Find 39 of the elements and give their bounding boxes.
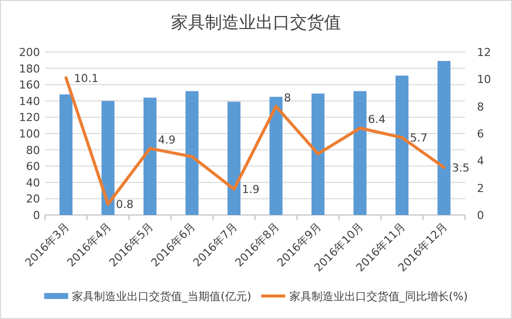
bar bbox=[312, 94, 324, 215]
legend-label: 家具制造业出口交货值_当期值(亿元) bbox=[72, 290, 252, 303]
y-tick-label: 0 bbox=[33, 209, 40, 222]
y-tick-label: 100 bbox=[19, 128, 40, 140]
y-tick-label: 80 bbox=[26, 144, 40, 157]
bar bbox=[396, 76, 408, 215]
y2-tick-label: 2 bbox=[477, 182, 484, 195]
y-tick-label: 180 bbox=[19, 62, 40, 76]
y2-tick-label: 10 bbox=[477, 73, 491, 86]
y-tick-label: 120 bbox=[19, 111, 40, 124]
bar bbox=[270, 96, 282, 215]
bar bbox=[438, 60, 450, 215]
bar bbox=[60, 94, 72, 215]
bar bbox=[144, 98, 156, 215]
data-label: 4.9 bbox=[158, 133, 176, 146]
data-label: 3.5 bbox=[452, 161, 470, 174]
data-label: 0.8 bbox=[116, 198, 134, 212]
data-label: 1.9 bbox=[242, 183, 260, 196]
data-label: 10.1 bbox=[74, 72, 98, 85]
data-label: 8 bbox=[284, 91, 291, 104]
y-tick-label: 140 bbox=[19, 94, 40, 108]
legend-label: 家具制造业出口交货值_同比增长(%) bbox=[289, 290, 468, 303]
bar bbox=[102, 100, 114, 215]
y2-tick-label: 12 bbox=[477, 46, 491, 59]
bar bbox=[186, 91, 198, 215]
y-tick-label: 20 bbox=[26, 192, 40, 206]
bar bbox=[228, 102, 240, 215]
y2-tick-label: 4 bbox=[477, 154, 484, 168]
y-tick-label: 160 bbox=[19, 78, 40, 92]
data-label: 5.7 bbox=[410, 132, 428, 145]
y-tick-label: 40 bbox=[26, 176, 40, 190]
bar bbox=[354, 91, 366, 215]
data-label: 6.4 bbox=[368, 113, 386, 126]
y-tick-label: 200 bbox=[19, 46, 40, 59]
y-tick-label: 60 bbox=[26, 160, 40, 174]
y2-tick-label: 8 bbox=[477, 100, 484, 114]
y2-tick-label: 0 bbox=[477, 209, 484, 222]
y2-tick-label: 6 bbox=[477, 128, 484, 140]
chart-title: 家具制造业出口交货值 bbox=[171, 13, 341, 33]
